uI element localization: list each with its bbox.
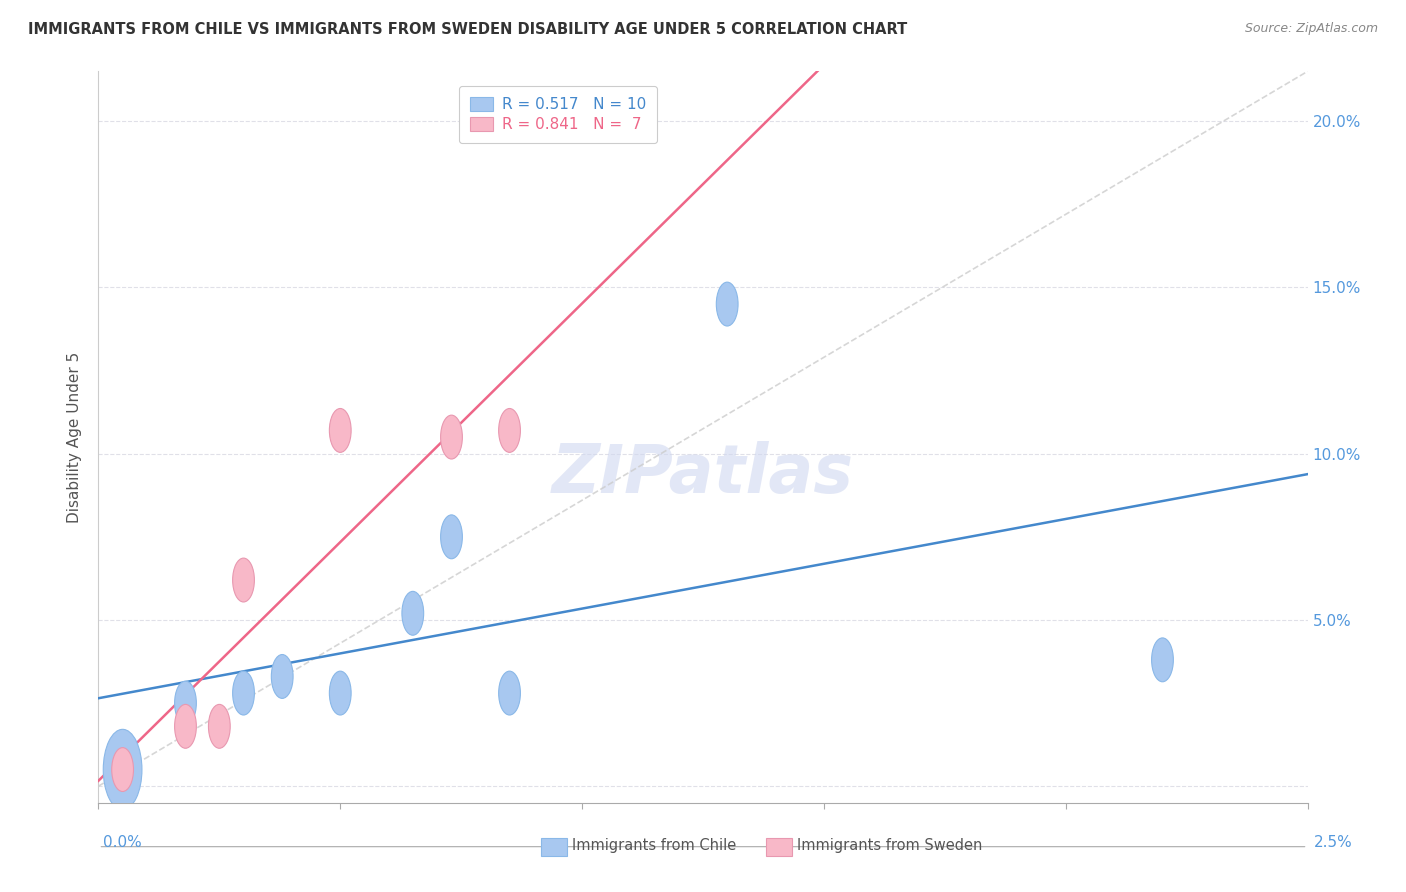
Ellipse shape (232, 671, 254, 715)
Ellipse shape (174, 705, 197, 748)
Ellipse shape (499, 409, 520, 452)
Ellipse shape (329, 409, 352, 452)
Text: 0.0%: 0.0% (103, 836, 142, 850)
Ellipse shape (329, 671, 352, 715)
Ellipse shape (208, 705, 231, 748)
Ellipse shape (440, 415, 463, 459)
Text: Immigrants from Chile: Immigrants from Chile (572, 838, 737, 853)
Text: Immigrants from Sweden: Immigrants from Sweden (797, 838, 983, 853)
Ellipse shape (111, 747, 134, 791)
Y-axis label: Disability Age Under 5: Disability Age Under 5 (67, 351, 83, 523)
Ellipse shape (174, 681, 197, 725)
Ellipse shape (402, 591, 423, 635)
Ellipse shape (440, 515, 463, 558)
Ellipse shape (103, 730, 142, 810)
Ellipse shape (232, 558, 254, 602)
Legend: R = 0.517   N = 10, R = 0.841   N =  7: R = 0.517 N = 10, R = 0.841 N = 7 (458, 87, 657, 144)
Text: Source: ZipAtlas.com: Source: ZipAtlas.com (1244, 22, 1378, 36)
Ellipse shape (271, 655, 292, 698)
Ellipse shape (716, 282, 738, 326)
Text: IMMIGRANTS FROM CHILE VS IMMIGRANTS FROM SWEDEN DISABILITY AGE UNDER 5 CORRELATI: IMMIGRANTS FROM CHILE VS IMMIGRANTS FROM… (28, 22, 907, 37)
Text: 2.5%: 2.5% (1313, 836, 1353, 850)
Ellipse shape (1152, 638, 1174, 681)
Text: ZIPatlas: ZIPatlas (553, 441, 853, 507)
Ellipse shape (499, 671, 520, 715)
